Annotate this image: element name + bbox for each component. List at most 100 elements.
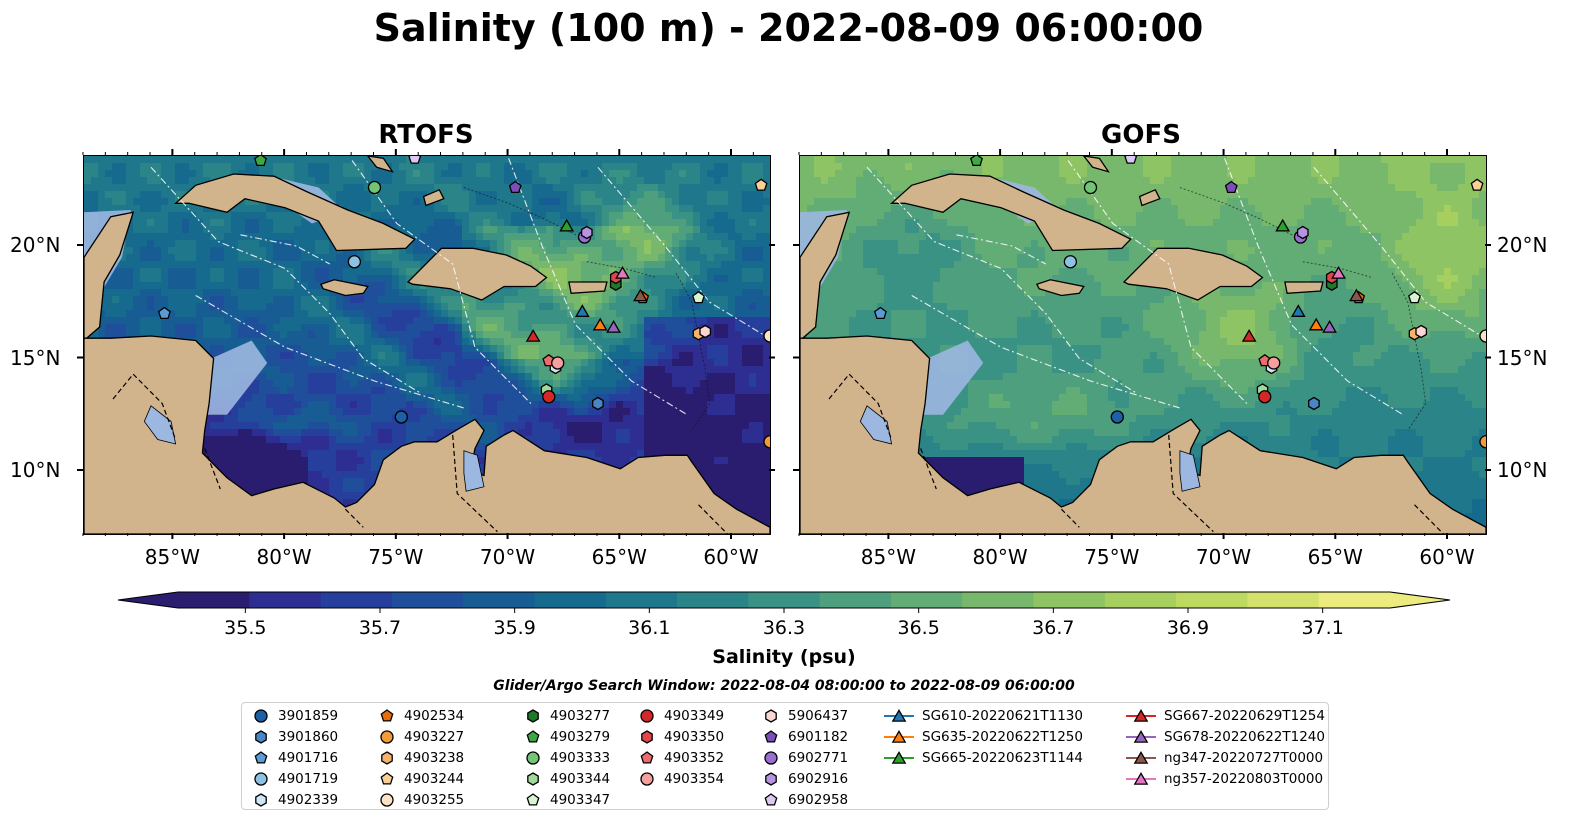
circle-marker bbox=[380, 792, 394, 807]
pentagon-marker bbox=[640, 750, 654, 764]
circle-marker bbox=[380, 729, 394, 744]
triangle-marker-icon bbox=[1126, 708, 1156, 722]
legend-item: 4903344 bbox=[524, 768, 610, 789]
lon-tick-label-gofs: 60°W bbox=[1419, 545, 1475, 569]
circle-marker bbox=[254, 708, 268, 723]
legend-item: SG678-20220622T1240 bbox=[1126, 726, 1325, 747]
hexagon-marker bbox=[255, 729, 267, 744]
hexagon-marker-icon bbox=[765, 708, 777, 723]
pentagon-marker-icon bbox=[764, 792, 778, 806]
legend-item: 6902771 bbox=[762, 747, 848, 768]
lon-tick-label-rtofs: 65°W bbox=[591, 545, 647, 569]
land bbox=[84, 156, 770, 534]
obs-5906437 bbox=[699, 324, 712, 339]
legend-item: 4901719 bbox=[252, 768, 338, 789]
circle-marker-icon bbox=[764, 750, 778, 765]
obs-3901860 bbox=[592, 396, 604, 411]
legend-item: 6901182 bbox=[762, 726, 848, 747]
map-panel-gofs bbox=[799, 155, 1487, 535]
colorbar-tick-label: 37.1 bbox=[1302, 617, 1344, 639]
hexagon-marker bbox=[527, 708, 539, 723]
legend: 3901859 3901860 4901716 4901719 4902339 49025… bbox=[241, 702, 1329, 810]
hexagon-marker-icon bbox=[641, 729, 653, 744]
triangle-marker-icon bbox=[1126, 750, 1156, 764]
legend-item: SG635-20220622T1250 bbox=[884, 726, 1083, 747]
legend-item: 4903354 bbox=[638, 768, 724, 789]
legend-label: 4903347 bbox=[550, 791, 611, 808]
colorbar-tick-label: 36.5 bbox=[898, 617, 940, 639]
triangle-marker bbox=[891, 729, 907, 743]
panel-title-gofs: GOFS bbox=[1101, 120, 1181, 150]
legend-item: 4903238 bbox=[378, 747, 464, 768]
legend-label: SG667-20220629T1254 bbox=[1164, 707, 1325, 724]
legend-item: SG665-20220623T1144 bbox=[884, 747, 1083, 768]
hexagon-marker-icon bbox=[255, 792, 267, 807]
lat-tick-label-rtofs: 15°N bbox=[10, 345, 61, 370]
legend-label: 4903279 bbox=[550, 728, 611, 745]
obs-4901719 bbox=[347, 255, 362, 269]
hexagon-marker bbox=[527, 771, 539, 786]
pentagon-marker bbox=[380, 708, 394, 722]
map-panel-rtofs bbox=[83, 155, 771, 535]
obs-4903244 bbox=[754, 178, 768, 191]
pentagon-marker bbox=[764, 792, 778, 806]
obs-5906437 bbox=[1415, 324, 1428, 339]
legend-label: 4902339 bbox=[278, 791, 339, 808]
hexagon-marker bbox=[381, 750, 393, 765]
legend-label: 4901719 bbox=[278, 770, 339, 787]
colorbar-extend-max bbox=[1390, 592, 1450, 608]
obs-sg635-20220622t1250 bbox=[592, 317, 608, 331]
legend-label: SG678-20220622T1240 bbox=[1164, 728, 1325, 745]
circle-marker-icon bbox=[254, 771, 268, 786]
legend-label: 4903227 bbox=[404, 728, 465, 745]
panel-title-rtofs: RTOFS bbox=[378, 120, 474, 150]
obs-4903349 bbox=[1258, 390, 1272, 404]
obs-4903227 bbox=[763, 435, 770, 449]
pentagon-marker-icon bbox=[380, 708, 394, 722]
lon-tick-label-gofs: 80°W bbox=[972, 545, 1028, 569]
obs-4903244 bbox=[1470, 178, 1484, 191]
colorbar-tick-label: 36.1 bbox=[628, 617, 670, 639]
legend-label: 4903244 bbox=[404, 770, 465, 787]
legend-item: ng347-20220727T0000 bbox=[1126, 747, 1323, 768]
circle-marker bbox=[640, 708, 654, 723]
obs-3901860 bbox=[1308, 396, 1320, 411]
circle-marker bbox=[764, 750, 778, 765]
legend-item: SG610-20220621T1130 bbox=[884, 705, 1083, 726]
lon-tick-label-rtofs: 60°W bbox=[703, 545, 759, 569]
obs-ng357-20220803t0000 bbox=[1331, 266, 1346, 279]
legend-label: 4903344 bbox=[550, 770, 611, 787]
lon-tick-label-gofs: 85°W bbox=[860, 545, 916, 569]
legend-label: ng357-20220803T0000 bbox=[1164, 770, 1324, 787]
legend-item: 4903333 bbox=[524, 747, 610, 768]
lat-tick-label-rtofs: 20°N bbox=[10, 233, 61, 257]
obs-6902916 bbox=[580, 225, 593, 240]
colorbar-tick-label: 36.9 bbox=[1167, 617, 1209, 639]
lon-tick-label-gofs: 75°W bbox=[1084, 545, 1140, 569]
bathymetry-contours bbox=[463, 187, 711, 431]
hexagon-marker-icon bbox=[765, 771, 777, 786]
lon-tick-label-gofs: 70°W bbox=[1195, 545, 1252, 569]
salinity-map-gofs bbox=[800, 156, 1486, 534]
colorbar-tick-label: 35.9 bbox=[494, 617, 536, 639]
hexagon-marker-icon bbox=[255, 729, 267, 744]
salinity-map-rtofs bbox=[84, 156, 770, 534]
legend-label: 4903354 bbox=[664, 770, 725, 787]
triangle-marker-icon bbox=[1126, 771, 1156, 785]
search-window-caption: Glider/Argo Search Window: 2022-08-04 08… bbox=[493, 678, 1075, 694]
lon-tick-label-rtofs: 85°W bbox=[144, 545, 200, 569]
legend-label: SG610-20220621T1130 bbox=[922, 707, 1083, 724]
triangle-marker bbox=[1133, 750, 1149, 764]
legend-item: 4903255 bbox=[378, 789, 464, 810]
obs-sg678-20220622t1240 bbox=[606, 320, 621, 333]
hexagon-marker-icon bbox=[527, 771, 539, 786]
triangle-marker bbox=[1133, 708, 1149, 722]
colorbar-tick-label: 35.5 bbox=[224, 617, 266, 639]
colorbar-label: Salinity (psu) bbox=[712, 646, 856, 668]
obs-4903279 bbox=[970, 156, 983, 167]
obs-4903279 bbox=[254, 156, 267, 167]
circle-marker-icon bbox=[526, 750, 540, 765]
obs-4903347 bbox=[692, 290, 705, 304]
triangle-marker-icon bbox=[884, 729, 914, 743]
hexagon-marker bbox=[765, 708, 777, 723]
